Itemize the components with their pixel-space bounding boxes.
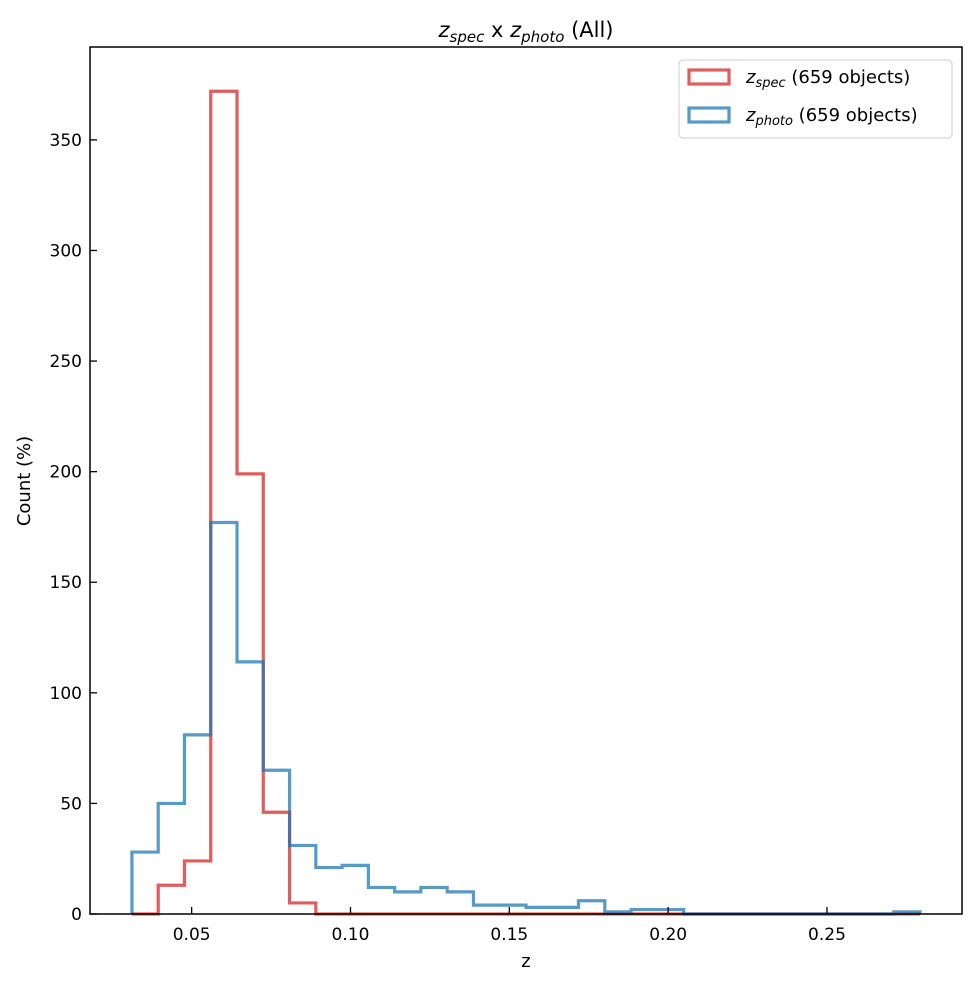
y-tick-label: 100 <box>50 684 82 704</box>
legend-swatch-spec <box>687 68 731 86</box>
bar-photo-13 <box>473 905 499 914</box>
bar-photo-3 <box>211 523 237 914</box>
bar-photo-11 <box>421 887 447 914</box>
bar-photo-4 <box>237 662 263 914</box>
legend-swatch-photo <box>687 106 731 124</box>
y-tick-label: 200 <box>50 463 82 483</box>
legend-box <box>678 59 953 139</box>
plot-frame <box>89 46 963 915</box>
bar-photo-12 <box>447 892 473 914</box>
bar-photo-6 <box>290 845 316 914</box>
bar-photo-8 <box>342 865 368 914</box>
y-tick-label: 50 <box>60 794 82 814</box>
bar-photo-5 <box>263 770 289 914</box>
chart-title: zspec x zphoto (All) <box>437 18 613 46</box>
bar-photo-7 <box>316 868 342 914</box>
x-tick-label: 0.10 <box>332 925 370 945</box>
x-tick-label: 0.05 <box>173 925 211 945</box>
y-tick-label: 0 <box>71 905 82 925</box>
bar-photo-17 <box>579 901 605 914</box>
y-axis-label: Count (%) <box>14 436 35 526</box>
y-tick-label: 350 <box>50 131 82 151</box>
x-tick-label: 0.25 <box>808 925 846 945</box>
bar-photo-15 <box>526 907 552 914</box>
bar-photo-2 <box>184 735 210 914</box>
legend-label-spec: zspec (659 objects) <box>745 67 910 91</box>
x-axis-label: z <box>521 951 530 972</box>
x-tick-label: 0.20 <box>649 925 687 945</box>
legend-label-photo: zphoto (659 objects) <box>745 105 918 129</box>
bar-photo-10 <box>395 892 421 914</box>
x-tick-label: 0.15 <box>490 925 528 945</box>
y-tick-label: 300 <box>50 241 82 261</box>
y-tick-label: 150 <box>50 573 82 593</box>
legend: zspec (659 objects) zphoto (659 objects) <box>678 59 953 139</box>
bar-photo-1 <box>158 803 184 914</box>
bar-photo-9 <box>368 887 394 914</box>
bar-photo-14 <box>500 905 526 914</box>
bar-photo-16 <box>552 907 578 914</box>
bar-photo-0 <box>132 852 158 914</box>
y-tick-label: 250 <box>50 352 82 372</box>
